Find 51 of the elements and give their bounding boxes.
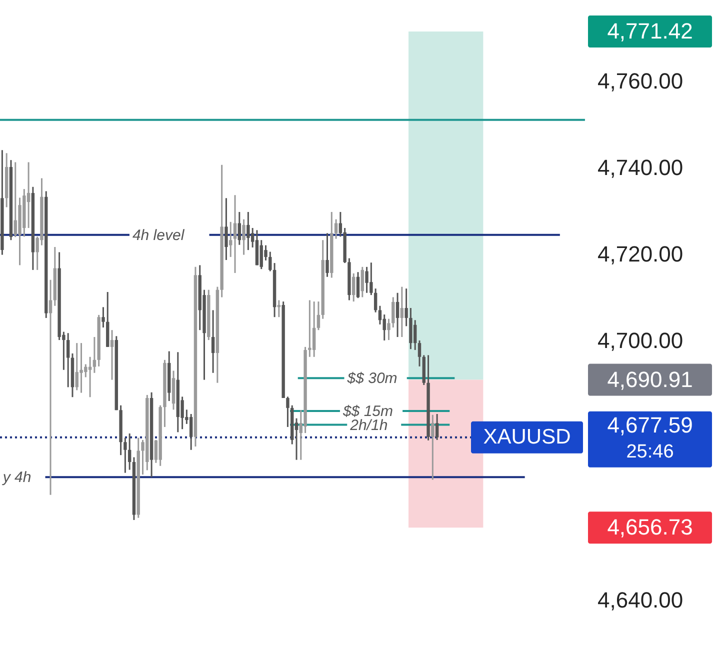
- y-tick-label: 4,720.00: [598, 241, 684, 266]
- annotation: XAUUSD: [483, 425, 571, 448]
- candlestick: [92, 336, 96, 374]
- annotation: 4,677.59: [607, 412, 693, 438]
- annotation: 4,771.42: [607, 18, 693, 44]
- candlestick: [431, 414, 434, 480]
- candlestick: [229, 221, 232, 258]
- candlestick: [48, 279, 52, 496]
- candlestick: [392, 296, 395, 328]
- y-tick-label: 4,760.00: [598, 68, 684, 94]
- candlestick: [102, 306, 105, 328]
- y-tick-label: 4,640.00: [598, 588, 684, 613]
- candlestick: [312, 300, 316, 358]
- candlestick: [211, 309, 215, 374]
- candlestick: [189, 413, 193, 451]
- candlestick: [356, 271, 360, 299]
- candlestick: [435, 413, 439, 441]
- candlestick: [224, 197, 228, 261]
- candlestick: [382, 314, 386, 342]
- candlestick: [124, 437, 127, 474]
- ref-line-label: $$ 30m: [346, 370, 398, 388]
- candlestick: [26, 161, 30, 229]
- y-tick-label: 4,740.00: [598, 154, 684, 180]
- candlestick: [334, 218, 338, 240]
- candlestick: [404, 288, 408, 327]
- candlestick: [286, 396, 290, 428]
- annotation: 4,690.91: [607, 366, 693, 392]
- candlestick: [233, 194, 237, 274]
- candlestick: [396, 292, 400, 338]
- annotation: 4,656.73: [607, 514, 693, 540]
- candlestick: [246, 211, 250, 251]
- candlestick: [316, 300, 320, 331]
- candlestick: [308, 299, 312, 358]
- candlestick: [352, 272, 356, 302]
- candlestick: [326, 232, 329, 278]
- candlestick: [88, 356, 92, 398]
- candlestick: [242, 218, 246, 256]
- candlestick: [66, 332, 70, 388]
- candlestick: [360, 266, 364, 298]
- ref-line-label: 4h level: [132, 226, 185, 244]
- y-tick-label: 4,700.00: [598, 328, 684, 353]
- candlestick: [400, 286, 404, 338]
- annotation: 25:46: [626, 441, 674, 462]
- ref-line-label: y 4h: [2, 469, 32, 486]
- candlestick: [387, 318, 390, 341]
- candlestick: [238, 211, 241, 246]
- candlestick: [418, 340, 422, 368]
- candlestick: [374, 288, 378, 314]
- candlestick: [128, 432, 132, 471]
- candlestick: [268, 251, 272, 272]
- candlestick: [110, 329, 114, 381]
